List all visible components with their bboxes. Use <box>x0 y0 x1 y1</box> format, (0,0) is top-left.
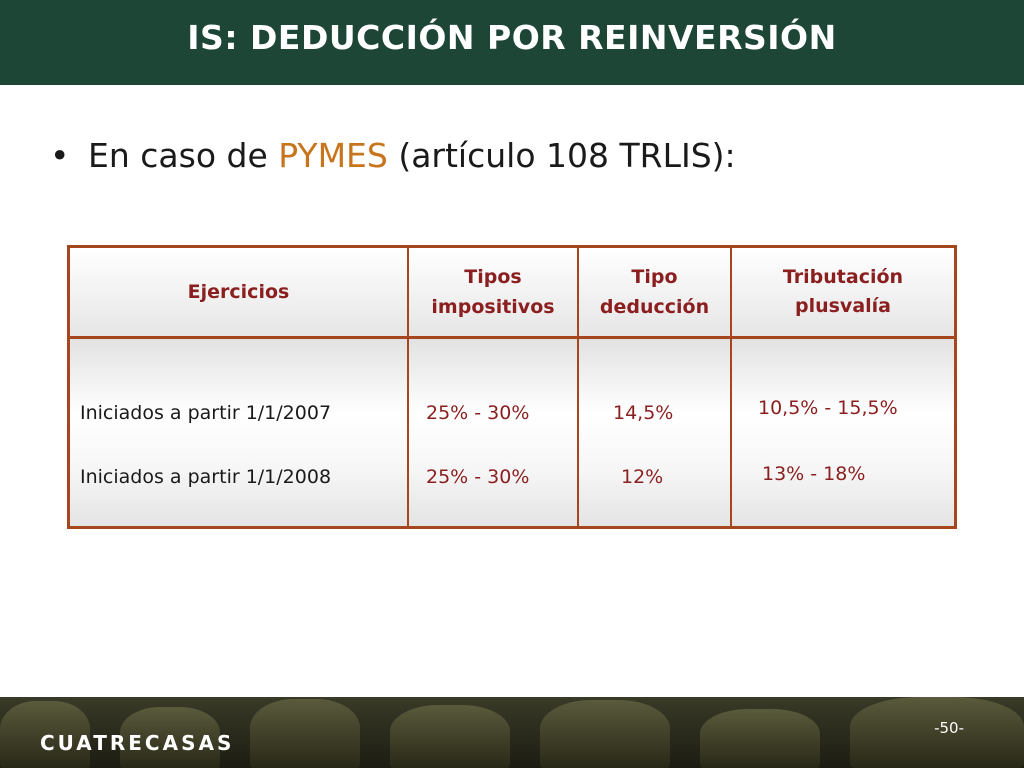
row-2-tipos: 25% - 30% <box>426 466 530 488</box>
seat-decoration <box>850 697 1024 768</box>
header-tipo-deduccion: Tipo deducción <box>599 266 710 318</box>
seat-decoration <box>0 701 90 768</box>
seat-decoration <box>390 705 510 768</box>
header-tipos-impositivos: Tipos impositivos <box>431 266 555 318</box>
slide-title: IS: DEDUCCIÓN POR REINVERSIÓN <box>187 18 837 57</box>
title-bar: IS: DEDUCCIÓN POR REINVERSIÓN <box>0 0 1024 85</box>
row-1-plusvalia: 10,5% - 15,5% <box>758 397 898 419</box>
row-2-deduccion: 12% <box>621 466 664 488</box>
page-number: -50- <box>934 719 964 737</box>
table-body <box>70 339 954 526</box>
rates-table: Ejercicios Tipos impositivos Tipo deducc… <box>67 245 957 529</box>
column-divider <box>577 248 579 526</box>
row-1-tipos: 25% - 30% <box>426 402 530 424</box>
row-2-plusvalia: 13% - 18% <box>762 463 866 485</box>
header-ejercicios: Ejercicios <box>187 281 290 303</box>
bullet-icon: • <box>50 136 70 175</box>
bullet-suffix: (artículo 108 TRLIS): <box>387 136 736 175</box>
seat-decoration <box>540 700 670 768</box>
bullet-point: • En caso de PYMES (artículo 108 TRLIS): <box>50 136 736 175</box>
bullet-highlight: PYMES <box>278 136 388 175</box>
row-1-deduccion: 14,5% <box>613 402 674 424</box>
row-1-ejercicio: Iniciados a partir 1/1/2007 <box>80 402 332 424</box>
footer-banner: CUATRECASAS -50- <box>0 697 1024 768</box>
table-header-row <box>70 248 954 339</box>
bullet-prefix: En caso de <box>88 136 279 175</box>
header-tributacion-plusvalia: Tributación plusvalía <box>782 266 904 317</box>
cuatrecasas-logo: CUATRECASAS <box>40 731 235 755</box>
seat-decoration <box>700 709 820 768</box>
seat-decoration <box>120 707 220 768</box>
column-divider <box>730 248 732 526</box>
seat-decoration <box>250 699 360 768</box>
row-2-ejercicio: Iniciados a partir 1/1/2008 <box>80 466 332 488</box>
column-divider <box>407 248 409 526</box>
